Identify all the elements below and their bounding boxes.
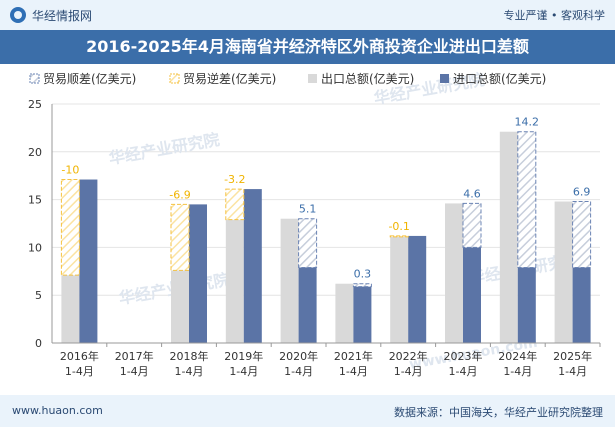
balance-data-label: -3.2 [224, 173, 245, 186]
export-bar [171, 270, 189, 343]
x-tick-label: 2019年 [224, 349, 263, 363]
import-bar [298, 267, 317, 343]
axis-layer: 0 5 10 15 20 25 2016年 1-4月 2017年 1-4月 2018年 1-4月 201… [28, 98, 601, 378]
balance-data-label: 5.1 [299, 203, 317, 216]
chart-svg: 华经产业研究院华经产业研究院华经产业研究院华经产业研究院www.huaon.co… [28, 70, 601, 378]
trade-surplus-segment [572, 201, 592, 268]
trade-surplus-segment [517, 131, 537, 268]
balance-data-label: -10 [61, 164, 79, 177]
y-tick-label: 15 [28, 194, 42, 207]
legend-label: 出口总额(亿美元) [321, 71, 414, 86]
x-tick-label: 1-4月 [339, 365, 368, 378]
x-tick-label: 2020年 [279, 349, 318, 363]
balance-data-label: 0.3 [354, 268, 372, 281]
y-tick-label: 5 [35, 289, 42, 302]
legend-swatch-export [308, 74, 317, 83]
x-tick-label: 2016年 [60, 349, 99, 363]
watermark-text: 华经产业研究院 [107, 130, 221, 168]
import-bar [408, 235, 427, 343]
import-bar [463, 247, 481, 343]
balance-data-label: -6.9 [169, 188, 190, 201]
brand[interactable]: 华经情报网 [10, 6, 92, 24]
x-tick-label: 1-4月 [394, 365, 423, 378]
balance-data-label: 4.6 [463, 187, 481, 200]
bottom-bar: www.huaon.com 数据来源：中国海关，华经产业研究院整理 [0, 395, 615, 427]
huajing-logo-icon [10, 7, 26, 23]
slogan: 专业严谨 • 客观科学 [503, 9, 605, 22]
x-tick-label: 1-4月 [229, 365, 258, 378]
x-tick-label: 1-4月 [449, 365, 478, 378]
data-source: 数据来源：中国海关，华经产业研究院整理 [394, 406, 603, 419]
y-tick-label: 0 [35, 337, 42, 350]
trade-deficit-segment [170, 203, 190, 271]
export-bar [280, 218, 299, 343]
export-bar [499, 131, 518, 343]
import-bar [572, 267, 591, 343]
legend-label: 进口总额(亿美元) [453, 71, 546, 86]
top-bar: 华经情报网 专业严谨 • 客观科学 [0, 0, 615, 30]
x-tick-label: 2023年 [444, 349, 483, 363]
x-tick-label: 1-4月 [65, 365, 94, 378]
import-bar [353, 286, 372, 343]
x-tick-label: 1-4月 [120, 365, 149, 378]
legend-swatch-surplus [29, 73, 40, 84]
balance-data-label: -0.1 [388, 220, 409, 233]
import-bar [189, 204, 207, 343]
trade-surplus-segment [298, 218, 318, 268]
x-tick-label: 1-4月 [503, 365, 532, 378]
export-bar [445, 203, 463, 343]
site-url[interactable]: www.huaon.com [12, 404, 103, 417]
trade-surplus-segment [462, 202, 482, 248]
trade-deficit-segment [60, 179, 80, 276]
y-tick-label: 10 [28, 241, 42, 254]
legend-label: 贸易逆差(亿美元) [183, 71, 276, 86]
x-tick-label: 1-4月 [558, 365, 587, 378]
x-tick-label: 2025年 [553, 349, 592, 363]
y-tick-label: 20 [28, 146, 42, 159]
chart-title: 2016-2025年4月海南省并经济特区外商投资企业进出口差额 [86, 37, 529, 56]
x-tick-label: 1-4月 [175, 365, 204, 378]
export-bar [225, 219, 244, 343]
legend-swatch-deficit [169, 73, 180, 84]
trade-deficit-segment [225, 188, 245, 221]
export-bar [390, 236, 409, 343]
bar-layer [60, 131, 592, 343]
trade-surplus-segment [352, 283, 372, 288]
y-tick-label: 25 [28, 98, 42, 111]
title-bar: 2016-2025年4月海南省并经济特区外商投资企业进出口差额 [0, 30, 615, 64]
x-tick-label: 1-4月 [284, 365, 313, 378]
trade-deficit-segment [389, 235, 409, 238]
import-bar [517, 267, 536, 343]
brand-name: 华经情报网 [32, 8, 93, 23]
x-tick-label: 2018年 [170, 349, 209, 363]
x-tick-label: 2022年 [389, 349, 428, 363]
legend-swatch-import [440, 74, 449, 83]
label-layer: -10 -6.9 -3.2 5.1 0.3 -0.1 4.6 14.2 6.9 [61, 116, 590, 281]
export-bar [61, 275, 80, 343]
export-bar [335, 283, 354, 343]
balance-data-label: 14.2 [515, 116, 540, 129]
import-bar [79, 179, 98, 343]
export-bar [554, 201, 573, 343]
x-tick-label: 2024年 [498, 349, 537, 363]
legend: 贸易顺差(亿美元) 贸易逆差(亿美元) 出口总额(亿美元) 进口总额(亿美元) [29, 71, 546, 86]
x-tick-label: 2017年 [115, 349, 154, 363]
balance-data-label: 6.9 [573, 186, 591, 199]
legend-label: 贸易顺差(亿美元) [43, 71, 136, 86]
x-tick-label: 2021年 [334, 349, 373, 363]
import-bar [243, 189, 262, 343]
